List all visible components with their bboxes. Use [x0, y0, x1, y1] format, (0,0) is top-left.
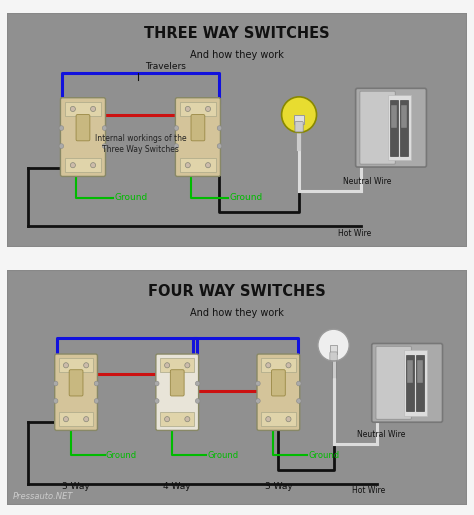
Text: Internal workings of the
Three Way Switches: Internal workings of the Three Way Switc…: [95, 134, 186, 154]
FancyBboxPatch shape: [175, 98, 220, 177]
Circle shape: [53, 381, 58, 386]
Circle shape: [195, 381, 200, 386]
Text: Pressauto.NET: Pressauto.NET: [13, 492, 73, 501]
Circle shape: [206, 163, 210, 168]
Bar: [400, 99, 408, 156]
Circle shape: [185, 107, 191, 112]
Bar: [160, 358, 194, 372]
Bar: [180, 102, 216, 116]
Bar: [391, 105, 397, 128]
Circle shape: [286, 417, 291, 422]
Circle shape: [174, 126, 179, 130]
Bar: [261, 358, 296, 372]
FancyBboxPatch shape: [356, 89, 427, 167]
FancyBboxPatch shape: [69, 370, 83, 396]
Text: Neutral Wire: Neutral Wire: [356, 430, 405, 439]
Bar: [330, 345, 337, 354]
FancyBboxPatch shape: [191, 114, 205, 141]
FancyBboxPatch shape: [272, 370, 285, 396]
Circle shape: [91, 107, 96, 112]
FancyBboxPatch shape: [156, 354, 199, 431]
Text: Ground: Ground: [114, 194, 147, 202]
FancyBboxPatch shape: [376, 346, 411, 419]
Bar: [390, 99, 398, 156]
Circle shape: [59, 126, 64, 130]
Circle shape: [64, 417, 68, 422]
Text: Hot Wire: Hot Wire: [338, 229, 372, 237]
FancyBboxPatch shape: [295, 122, 303, 132]
Circle shape: [185, 417, 190, 422]
Bar: [388, 95, 410, 161]
FancyBboxPatch shape: [257, 354, 300, 431]
Bar: [64, 102, 101, 116]
Text: And how they work: And how they work: [190, 307, 284, 318]
Circle shape: [195, 399, 200, 403]
FancyBboxPatch shape: [372, 344, 443, 422]
FancyBboxPatch shape: [360, 91, 395, 164]
Circle shape: [255, 381, 260, 386]
Bar: [417, 360, 423, 383]
Text: Ground: Ground: [207, 451, 238, 460]
Circle shape: [102, 126, 107, 130]
Bar: [59, 412, 93, 426]
Circle shape: [164, 363, 170, 368]
Bar: [180, 158, 216, 172]
Circle shape: [185, 163, 191, 168]
FancyBboxPatch shape: [330, 352, 337, 360]
Circle shape: [206, 107, 210, 112]
Text: Neutral Wire: Neutral Wire: [343, 177, 391, 186]
Circle shape: [53, 399, 58, 403]
Text: Hot Wire: Hot Wire: [352, 486, 385, 495]
Text: Ground: Ground: [106, 451, 137, 460]
Circle shape: [286, 363, 291, 368]
Circle shape: [185, 363, 190, 368]
Text: 3 Way: 3 Way: [264, 483, 292, 491]
Circle shape: [70, 163, 75, 168]
FancyBboxPatch shape: [55, 354, 98, 431]
Text: And how they work: And how they work: [190, 50, 284, 60]
Bar: [294, 115, 304, 125]
Bar: [416, 355, 424, 411]
Circle shape: [297, 399, 301, 403]
Circle shape: [297, 381, 301, 386]
Bar: [407, 360, 413, 383]
Circle shape: [318, 329, 349, 361]
Circle shape: [164, 417, 170, 422]
Circle shape: [217, 126, 222, 130]
Circle shape: [255, 399, 260, 403]
Bar: [160, 412, 194, 426]
Circle shape: [155, 399, 159, 403]
Bar: [406, 355, 414, 411]
Circle shape: [282, 97, 317, 132]
Circle shape: [94, 399, 99, 403]
Circle shape: [84, 417, 89, 422]
Bar: [261, 412, 296, 426]
Circle shape: [70, 107, 75, 112]
Text: Travelers: Travelers: [145, 62, 186, 71]
Circle shape: [102, 144, 107, 148]
Circle shape: [64, 363, 68, 368]
Bar: [401, 105, 407, 128]
Circle shape: [174, 144, 179, 148]
Circle shape: [217, 144, 222, 148]
Text: 4 Way: 4 Way: [164, 483, 191, 491]
Text: 3 Way: 3 Way: [62, 483, 90, 491]
Text: THREE WAY SWITCHES: THREE WAY SWITCHES: [144, 26, 330, 42]
Bar: [404, 350, 427, 416]
Circle shape: [266, 363, 271, 368]
Text: FOUR WAY SWITCHES: FOUR WAY SWITCHES: [148, 284, 326, 299]
FancyBboxPatch shape: [76, 114, 90, 141]
Circle shape: [91, 163, 96, 168]
Bar: [64, 158, 101, 172]
Bar: [59, 358, 93, 372]
Circle shape: [266, 417, 271, 422]
FancyBboxPatch shape: [170, 370, 184, 396]
Circle shape: [94, 381, 99, 386]
Circle shape: [59, 144, 64, 148]
FancyBboxPatch shape: [61, 98, 106, 177]
Text: Ground: Ground: [229, 194, 263, 202]
Text: Ground: Ground: [308, 451, 339, 460]
Circle shape: [84, 363, 89, 368]
Circle shape: [155, 381, 159, 386]
